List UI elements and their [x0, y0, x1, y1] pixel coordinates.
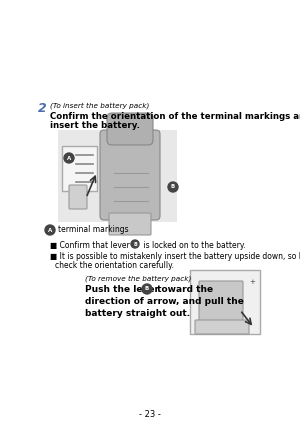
Text: B: B	[171, 184, 175, 190]
Text: (To remove the battery pack): (To remove the battery pack)	[85, 275, 191, 282]
Text: (To insert the battery pack): (To insert the battery pack)	[50, 102, 149, 109]
Text: B: B	[133, 242, 137, 246]
Text: A: A	[48, 228, 52, 232]
Text: toward the: toward the	[154, 285, 213, 294]
Text: Push the lever: Push the lever	[85, 285, 162, 294]
Text: battery straight out.: battery straight out.	[85, 309, 190, 318]
Circle shape	[45, 225, 55, 235]
FancyBboxPatch shape	[69, 185, 87, 209]
Text: is locked on to the battery.: is locked on to the battery.	[141, 241, 246, 250]
Circle shape	[64, 153, 74, 163]
Circle shape	[131, 240, 139, 248]
Text: Confirm the orientation of the terminal markings and: Confirm the orientation of the terminal …	[50, 112, 300, 121]
FancyBboxPatch shape	[58, 130, 177, 222]
FancyBboxPatch shape	[107, 113, 153, 145]
FancyBboxPatch shape	[61, 145, 97, 190]
Text: terminal markings: terminal markings	[58, 226, 129, 234]
Text: check the orientation carefully.: check the orientation carefully.	[55, 261, 174, 270]
Text: insert the battery.: insert the battery.	[50, 121, 140, 130]
Text: ■ It is possible to mistakenly insert the battery upside down, so be sure to: ■ It is possible to mistakenly insert th…	[50, 252, 300, 261]
Text: A: A	[67, 156, 71, 161]
FancyBboxPatch shape	[109, 213, 151, 235]
FancyBboxPatch shape	[100, 130, 160, 220]
Text: +: +	[249, 279, 255, 285]
Text: ■ Confirm that lever: ■ Confirm that lever	[50, 241, 132, 250]
Text: - 23 -: - 23 -	[139, 410, 161, 419]
FancyBboxPatch shape	[190, 270, 260, 334]
Circle shape	[142, 284, 152, 294]
FancyBboxPatch shape	[199, 281, 243, 325]
Text: 2: 2	[38, 102, 47, 115]
Circle shape	[168, 182, 178, 192]
Text: direction of arrow, and pull the: direction of arrow, and pull the	[85, 297, 244, 306]
Text: B: B	[145, 287, 149, 292]
FancyBboxPatch shape	[195, 320, 249, 334]
